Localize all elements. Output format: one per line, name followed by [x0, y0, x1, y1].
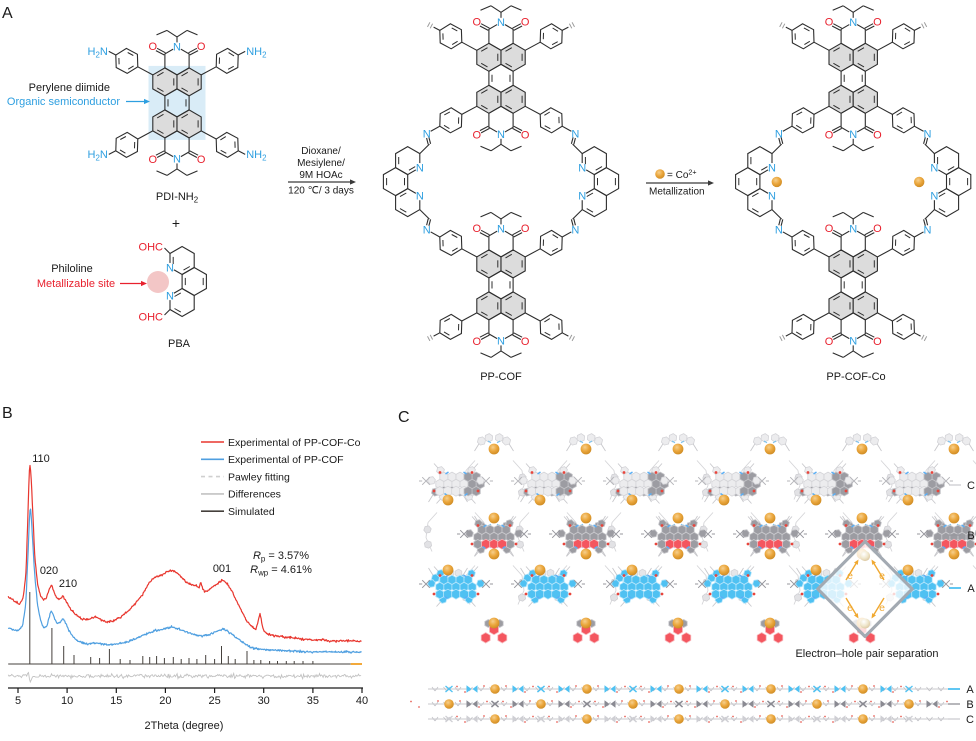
svg-text:PDI-NH2​: PDI-NH2​ — [156, 191, 198, 205]
svg-text:O: O — [473, 130, 482, 142]
svg-text:120 ℃/ 3 days: 120 ℃/ 3 days — [288, 186, 354, 197]
svg-text:O: O — [197, 154, 206, 166]
svg-text:Pawley fitting: Pawley fitting — [228, 471, 290, 483]
svg-text:210: 210 — [59, 578, 77, 590]
svg-text:001: 001 — [213, 563, 231, 575]
svg-text:e: e — [847, 570, 853, 582]
svg-text:B: B — [966, 699, 973, 711]
svg-text:N: N — [497, 224, 505, 236]
svg-text:20: 20 — [159, 695, 171, 707]
svg-text:e: e — [879, 570, 885, 582]
svg-text:N: N — [930, 190, 938, 202]
svg-text:N: N — [571, 128, 579, 140]
svg-text:Electron–hole pair separation: Electron–hole pair separation — [795, 648, 938, 660]
svg-text:N: N — [578, 162, 586, 174]
svg-text:020: 020 — [40, 565, 58, 577]
svg-text:N: N — [423, 128, 431, 140]
svg-text:O: O — [149, 154, 158, 166]
svg-text:O: O — [149, 41, 158, 53]
svg-text:N: N — [423, 225, 431, 237]
svg-text:Experimental of PP-COF-Co: Experimental of PP-COF-Co — [228, 437, 361, 449]
svg-text:N: N — [416, 190, 424, 202]
svg-text:Metallization: Metallization — [649, 187, 705, 198]
svg-text:10: 10 — [61, 695, 73, 707]
svg-text:N: N — [775, 128, 783, 140]
svg-text:9M HOAc: 9M HOAc — [299, 170, 342, 181]
svg-text:40: 40 — [356, 695, 368, 707]
svg-text:A: A — [966, 684, 974, 696]
svg-text:N: N — [849, 224, 857, 236]
svg-text:N: N — [849, 17, 857, 29]
svg-text:Simulated: Simulated — [228, 506, 275, 518]
svg-text:+: + — [172, 215, 180, 231]
svg-text:N: N — [924, 225, 932, 237]
svg-text:C: C — [398, 409, 410, 426]
svg-text:2Theta (degree): 2Theta (degree) — [145, 720, 224, 732]
svg-text:O: O — [873, 223, 882, 235]
svg-text:Mesiylene/: Mesiylene/ — [297, 158, 345, 169]
svg-text:B: B — [967, 530, 974, 542]
svg-text:5: 5 — [15, 695, 21, 707]
svg-text:N: N — [924, 128, 932, 140]
svg-text:PP-COF: PP-COF — [480, 371, 522, 383]
svg-text:B: B — [2, 405, 13, 422]
svg-text:O: O — [473, 223, 482, 235]
svg-text:O: O — [873, 336, 882, 348]
svg-text:O: O — [825, 17, 834, 29]
svg-text:N: N — [166, 262, 174, 274]
svg-text:OHC: OHC — [139, 312, 164, 324]
svg-text:O: O — [521, 223, 530, 235]
svg-text:25: 25 — [208, 695, 220, 707]
svg-text:N: N — [166, 290, 174, 302]
svg-text:N: N — [775, 225, 783, 237]
svg-text:O: O — [473, 336, 482, 348]
svg-text:35: 35 — [307, 695, 319, 707]
svg-text:N: N — [768, 190, 776, 202]
svg-text:N: N — [578, 190, 586, 202]
svg-text:O: O — [825, 130, 834, 142]
svg-text:N: N — [416, 162, 424, 174]
svg-text:Organic semiconductor: Organic semiconductor — [7, 96, 120, 108]
svg-text:O: O — [873, 130, 882, 142]
svg-text:N: N — [930, 162, 938, 174]
svg-text:C: C — [966, 714, 974, 726]
svg-text:N: N — [497, 17, 505, 29]
svg-text:O: O — [521, 130, 530, 142]
svg-text:O: O — [473, 17, 482, 29]
svg-text:15: 15 — [110, 695, 122, 707]
svg-text:O: O — [825, 336, 834, 348]
svg-text:30: 30 — [258, 695, 270, 707]
svg-text:PBA: PBA — [168, 338, 191, 350]
svg-text:N: N — [768, 162, 776, 174]
svg-text:A: A — [967, 583, 975, 595]
svg-text:O: O — [521, 336, 530, 348]
svg-text:N: N — [571, 225, 579, 237]
svg-text:N: N — [173, 42, 181, 54]
svg-text:OHC: OHC — [139, 242, 164, 254]
svg-text:PP-COF-Co: PP-COF-Co — [826, 371, 885, 383]
svg-text:O: O — [873, 17, 882, 29]
svg-text:Metallizable site: Metallizable site — [37, 278, 115, 290]
svg-text:O: O — [197, 41, 206, 53]
svg-text:Philoline: Philoline — [51, 263, 93, 275]
svg-text:C: C — [967, 480, 975, 492]
svg-text:A: A — [2, 5, 13, 22]
svg-text:O: O — [521, 17, 530, 29]
svg-text:Perylene diimide: Perylene diimide — [29, 82, 110, 94]
svg-text:e: e — [847, 602, 853, 614]
svg-text:e: e — [879, 602, 885, 614]
svg-text:Experimental of PP-COF: Experimental of PP-COF — [228, 454, 344, 466]
svg-text:110: 110 — [32, 453, 50, 465]
svg-text:O: O — [825, 223, 834, 235]
svg-text:Differences: Differences — [228, 489, 281, 501]
svg-text:Dioxane/: Dioxane/ — [301, 146, 341, 157]
